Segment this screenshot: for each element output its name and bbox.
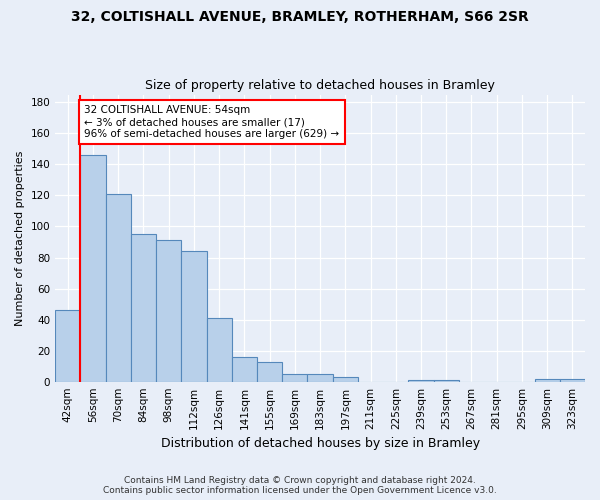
- Bar: [131, 234, 156, 382]
- Bar: [206, 318, 232, 382]
- Bar: [55, 310, 80, 382]
- Bar: [307, 374, 332, 382]
- Bar: [560, 378, 585, 382]
- Bar: [409, 380, 434, 382]
- Title: Size of property relative to detached houses in Bramley: Size of property relative to detached ho…: [145, 79, 495, 92]
- Bar: [181, 252, 206, 382]
- Text: 32 COLTISHALL AVENUE: 54sqm
← 3% of detached houses are smaller (17)
96% of semi: 32 COLTISHALL AVENUE: 54sqm ← 3% of deta…: [84, 106, 340, 138]
- Bar: [80, 155, 106, 382]
- Bar: [156, 240, 181, 382]
- Bar: [106, 194, 131, 382]
- Text: Contains HM Land Registry data © Crown copyright and database right 2024.
Contai: Contains HM Land Registry data © Crown c…: [103, 476, 497, 495]
- Bar: [282, 374, 307, 382]
- Bar: [232, 357, 257, 382]
- Bar: [434, 380, 459, 382]
- Text: 32, COLTISHALL AVENUE, BRAMLEY, ROTHERHAM, S66 2SR: 32, COLTISHALL AVENUE, BRAMLEY, ROTHERHA…: [71, 10, 529, 24]
- X-axis label: Distribution of detached houses by size in Bramley: Distribution of detached houses by size …: [161, 437, 479, 450]
- Bar: [332, 377, 358, 382]
- Y-axis label: Number of detached properties: Number of detached properties: [15, 150, 25, 326]
- Bar: [535, 378, 560, 382]
- Bar: [257, 362, 282, 382]
